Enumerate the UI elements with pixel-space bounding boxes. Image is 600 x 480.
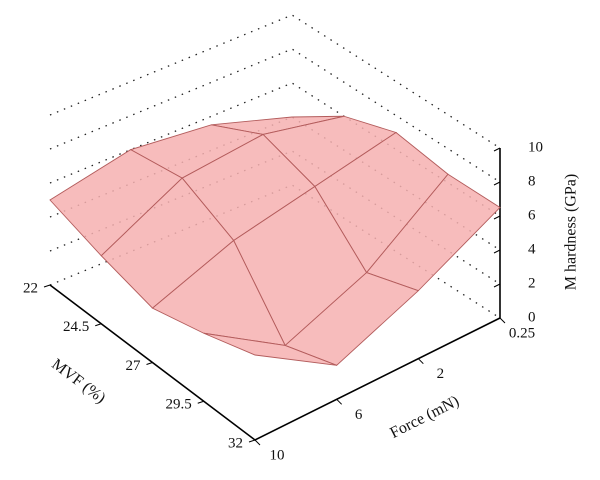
x-tick <box>146 362 153 365</box>
y-tick-label: 10 <box>270 447 285 463</box>
y-tick <box>417 358 424 365</box>
y-tick <box>254 439 261 446</box>
y-axis-label: Force (mN) <box>387 393 462 442</box>
y-tick-label: 0.25 <box>509 325 535 341</box>
z-tick <box>493 147 501 152</box>
x-tick-label: 22 <box>23 280 38 296</box>
z-tick <box>493 283 501 288</box>
z-tick-label: 6 <box>528 207 536 223</box>
y-tick <box>336 398 343 405</box>
x-tick <box>248 439 256 443</box>
x-tick <box>197 400 204 404</box>
y-tick-label: 2 <box>437 366 445 382</box>
surface-patch <box>203 332 337 366</box>
z-tick <box>493 181 501 186</box>
x-axis-label: MVF (%) <box>48 356 108 407</box>
z-tick-label: 4 <box>528 241 536 257</box>
z-tick <box>493 215 501 220</box>
x-tick-label: 29.5 <box>166 397 192 413</box>
x-tick <box>43 284 51 288</box>
z-axis-label: M hardness (GPa) <box>563 174 580 290</box>
z-tick <box>493 249 501 254</box>
x-tick-label: 32 <box>228 435 243 451</box>
x-tick <box>95 323 102 327</box>
z-tick-label: 0 <box>528 309 536 325</box>
z-tick-label: 8 <box>528 173 536 189</box>
y-tick-label: 6 <box>355 407 363 423</box>
y-tick <box>499 317 506 324</box>
x-tick-label: 27 <box>126 358 142 374</box>
z-tick-label: 2 <box>528 275 536 291</box>
z-tick-label: 10 <box>528 139 543 155</box>
x-tick-label: 24.5 <box>63 319 89 335</box>
